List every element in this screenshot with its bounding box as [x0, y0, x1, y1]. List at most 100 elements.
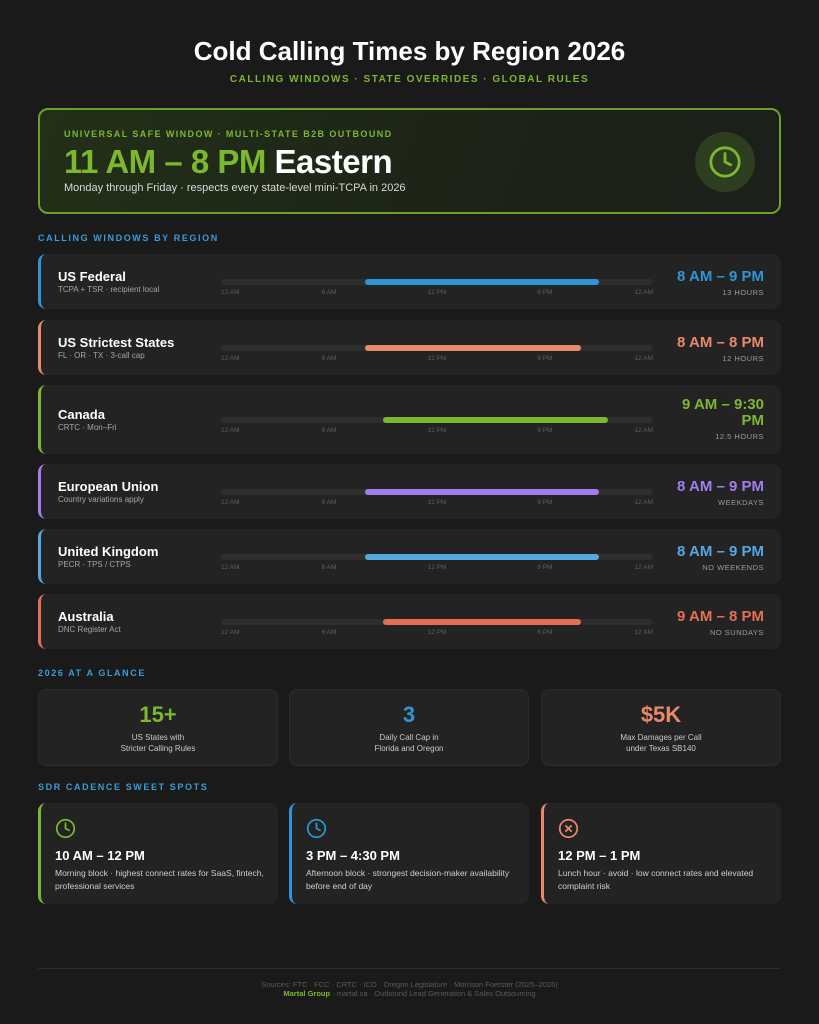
hour-tick-label: 12 PM [427, 426, 447, 434]
hour-axis: 12 AM 6 AM 12 PM 6 PM 12 AM [221, 629, 653, 639]
region-row: European Union Country variations apply 12… [38, 464, 781, 519]
sweet-spot-description: Afternoon block · strongest decision-mak… [306, 868, 510, 891]
sweet-spot-time: 12 PM – 1 PM [558, 848, 641, 863]
hour-tick-label: 12 PM [427, 354, 447, 362]
calling-window-bar [383, 618, 581, 625]
hour-axis: 12 AM 6 AM 12 PM 6 PM 12 AM [221, 499, 653, 509]
hour-axis: 12 AM 6 AM 12 PM 6 PM 12 AM [221, 427, 653, 437]
calling-window-track [221, 553, 653, 560]
region-rules: Country variations apply [58, 494, 144, 504]
sweet-spot-time: 10 AM – 12 PM [55, 848, 145, 863]
calling-window-track [221, 488, 653, 495]
clock-icon [695, 132, 755, 192]
stat-label: Daily Call Cap in Florida and Oregon [290, 732, 528, 754]
hour-tick-label: 6 PM [537, 354, 553, 362]
footer-credit-text: · martal.ca · Outbound Lead Generation &… [330, 989, 536, 998]
hour-tick-label: 12 PM [427, 288, 447, 296]
hour-tick-label: 12 PM [427, 563, 447, 571]
region-rules: DNC Register Act [58, 624, 121, 634]
sweet-spot-card: 12 PM – 1 PM Lunch hour · avoid · low co… [541, 803, 781, 904]
region-time-window: 8 AM – 8 PM [677, 333, 764, 351]
stat-value: 3 [402, 702, 416, 727]
hour-tick-label: 12 AM [634, 563, 653, 571]
region-row: Australia DNC Register Act 12 AM 6 AM 12 PM 6… [38, 594, 781, 649]
region-note: WEEKDAYS [718, 497, 764, 507]
stat-label-line: Daily Call Cap in [379, 733, 439, 742]
region-row: US Federal TCPA + TSR · recipient local 12… [38, 254, 781, 309]
region-note: NO WEEKENDS [702, 562, 764, 572]
calling-window-track [221, 416, 653, 423]
regions-section-label: CALLING WINDOWS BY REGION [38, 233, 219, 243]
calling-window-bar [383, 416, 608, 423]
hour-tick-label: 12 AM [221, 628, 240, 636]
region-name: US Strictest States [58, 334, 175, 350]
region-time-window: 8 AM – 9 PM [677, 477, 764, 495]
region-rules: TCPA + TSR · recipient local [58, 284, 160, 294]
footer-brand: Martal Group [283, 989, 331, 998]
region-rules: PECR · TPS / CTPS [58, 559, 131, 569]
hour-tick-label: 12 PM [427, 498, 447, 506]
clock-icon [55, 818, 76, 844]
hour-tick-label: 12 AM [221, 354, 240, 362]
stat-value: $5K [640, 702, 682, 727]
region-note: 12 HOURS [722, 353, 764, 363]
hero-time-zone: Eastern [274, 143, 393, 180]
calling-window-track [221, 278, 653, 285]
hour-tick-label: 12 AM [221, 563, 240, 571]
hour-tick-label: 12 AM [634, 498, 653, 506]
region-note: NO SUNDAYS [709, 627, 764, 637]
hour-tick-label: 12 PM [427, 628, 447, 636]
hour-tick-label: 6 AM [321, 426, 337, 434]
sweet-spot-card: 3 PM – 4:30 PM Afternoon block · stronge… [289, 803, 529, 904]
hour-tick-label: 6 PM [537, 426, 553, 434]
hour-axis: 12 AM 6 AM 12 PM 6 PM 12 AM [221, 355, 653, 365]
hour-tick-label: 6 AM [321, 498, 337, 506]
region-time-window: 9 AM – 8 PM [677, 607, 764, 625]
region-row: United Kingdom PECR · TPS / CTPS 12 AM 6 AM… [38, 529, 781, 584]
footer-credit: Martal Group · martal.ca · Outbound Lead… [0, 989, 819, 998]
hour-tick-label: 6 PM [537, 563, 553, 571]
stat-label-line: Stricter Calling Rules [120, 744, 196, 753]
stat-label: Max Damages per Call under Texas SB140 [542, 732, 780, 754]
stat-card: $5K Max Damages per Call under Texas SB1… [541, 689, 781, 766]
region-rules: CRTC · Mon–Fri [58, 422, 117, 432]
hero-time-range: 11 AM – 8 PM [64, 143, 266, 180]
hour-tick-label: 12 AM [634, 288, 653, 296]
hour-tick-label: 6 PM [537, 288, 553, 296]
hour-axis: 12 AM 6 AM 12 PM 6 PM 12 AM [221, 564, 653, 574]
region-time-window: 8 AM – 9 PM [677, 267, 764, 285]
hour-tick-label: 12 AM [634, 426, 653, 434]
hour-tick-label: 12 AM [221, 288, 240, 296]
hour-tick-label: 12 AM [634, 354, 653, 362]
sweet-spot-description: Morning block · highest connect rates fo… [55, 868, 264, 891]
region-row: Canada CRTC · Mon–Fri 12 AM 6 AM 12 PM 6 PM 12… [38, 385, 781, 454]
calling-window-bar [365, 488, 599, 495]
region-name: European Union [58, 478, 159, 494]
stat-label-line: under Texas SB140 [626, 744, 696, 753]
calling-window-bar [365, 553, 599, 560]
calling-window-track [221, 344, 653, 351]
footer-divider [38, 968, 781, 969]
region-time-window: 8 AM – 9 PM [677, 542, 764, 560]
hour-tick-label: 6 PM [537, 498, 553, 506]
calling-window-track [221, 618, 653, 625]
hour-axis: 12 AM 6 AM 12 PM 6 PM 12 AM [221, 289, 653, 299]
sweet-spot-description: Lunch hour · avoid · low connect rates a… [558, 868, 754, 891]
stat-label-line: Max Damages per Call [620, 733, 702, 742]
stat-value: 15+ [139, 702, 177, 727]
stat-card: 15+ US States with Stricter Calling Rule… [38, 689, 278, 766]
calling-window-bar [365, 344, 581, 351]
region-name: Canada [58, 406, 105, 422]
hour-tick-label: 6 AM [321, 354, 337, 362]
glance-section-label: 2026 AT A GLANCE [38, 668, 146, 678]
x-circle-icon [558, 818, 579, 844]
spots-section-label: SDR CADENCE SWEET SPOTS [38, 782, 209, 792]
hour-tick-label: 6 AM [321, 288, 337, 296]
stat-label-line: US States with [131, 733, 185, 742]
hero-description: Monday through Friday · respects every s… [64, 182, 406, 194]
page-title: Cold Calling Times by Region 2026 [193, 36, 626, 66]
hour-tick-label: 6 PM [537, 628, 553, 636]
hour-tick-label: 6 AM [321, 563, 337, 571]
sweet-spot-card: 10 AM – 12 PM Morning block · highest co… [38, 803, 278, 904]
universal-safe-window-card: UNIVERSAL SAFE WINDOW · MULTI-STATE B2B … [38, 108, 781, 214]
